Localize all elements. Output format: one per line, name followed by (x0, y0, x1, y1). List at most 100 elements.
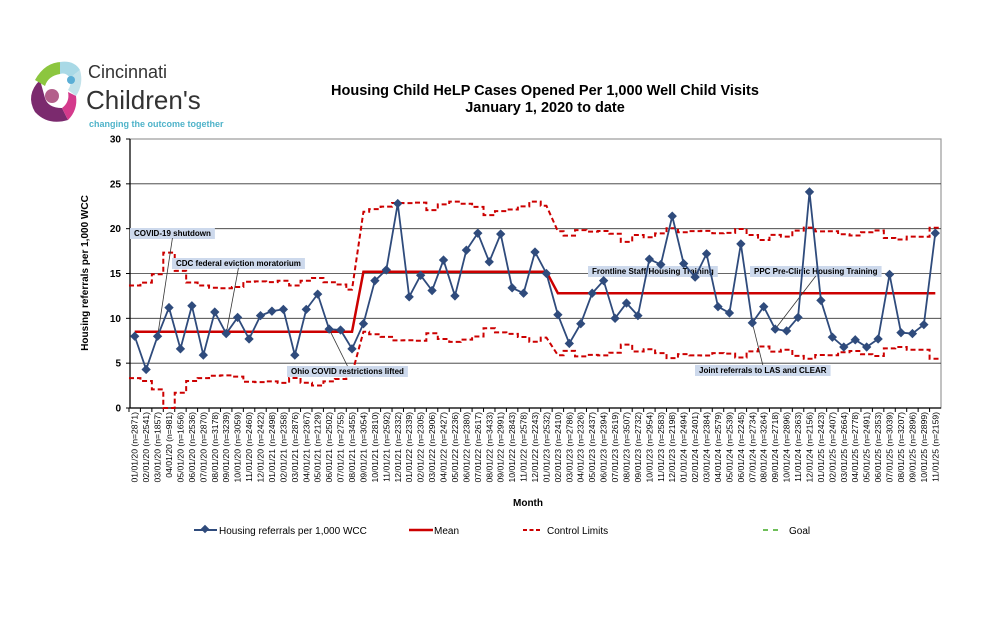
x-tick-label: 08/01/21 (n=3455) (347, 412, 357, 483)
annotation: CDC federal eviction moratorium (172, 258, 305, 334)
x-tick-label: 04/01/20 (n=981) (164, 412, 174, 478)
data-point (919, 319, 929, 330)
data-point (381, 265, 391, 275)
data-point (404, 292, 414, 302)
annotation-box (287, 366, 408, 377)
data-point (541, 268, 552, 279)
x-tick-label: 04/01/25 (n=2778) (850, 412, 860, 483)
annotation-label: CDC federal eviction moratorium (176, 259, 301, 268)
x-tick-label: 02/01/21 (n=2358) (278, 412, 288, 483)
data-point (759, 302, 769, 312)
y-tick-label: 10 (110, 314, 122, 325)
data-point (278, 304, 289, 315)
data-point (496, 229, 506, 239)
logo-line1: Cincinnati (88, 62, 167, 82)
data-point (896, 328, 906, 338)
x-tick-label: 09/01/20 (n=3239) (221, 412, 231, 483)
legend-item-control-limits: Control Limits (523, 526, 608, 537)
x-tick-label: 06/01/21 (n=2502) (324, 412, 334, 483)
data-point (415, 270, 426, 280)
legend-item-series: Housing referrals per 1,000 WCC (194, 524, 367, 537)
logo-tagline: changing the outcome together (89, 119, 224, 129)
x-tick-label: 01/01/21 (n=2498) (267, 412, 277, 483)
x-tick-label: 12/01/22 (n=2243) (530, 412, 540, 483)
chart-title: Housing Child HeLP Cases Opened Per 1,00… (331, 83, 759, 99)
data-point (644, 254, 655, 264)
x-tick-label: 07/01/22 (n=2617) (473, 412, 483, 483)
annotation-box (588, 266, 718, 277)
data-point (518, 288, 529, 298)
mean-path (134, 270, 936, 334)
annotation-label: Joint referrals to LAS and CLEAR (699, 366, 827, 375)
x-tick-label: 10/01/23 (n=2954) (644, 412, 654, 483)
x-tick-label: 06/01/22 (n=2380) (461, 412, 471, 483)
y-tick-label: 0 (115, 404, 121, 415)
annotation: PPC Pre-Clinic Housing Training (750, 266, 882, 330)
x-tick-label: 11/01/24 (n=2363) (793, 412, 803, 482)
data-point (884, 269, 895, 280)
annotation-leader (157, 237, 173, 337)
x-tick-label: 01/01/25 (n=2423) (816, 412, 826, 483)
x-tick-label: 04/01/21 (n=2367) (301, 412, 311, 483)
x-tick-label: 01/01/24 (n=2494) (679, 412, 689, 483)
y-tick-label: 5 (115, 359, 121, 370)
x-tick-label: 07/01/20 (n=2870) (198, 412, 208, 483)
x-tick-label: 01/01/23 (n=2532) (541, 412, 551, 483)
x-tick-label: 04/01/23 (n=2326) (576, 412, 586, 483)
x-tick-label: 11/01/23 (n=2583) (656, 412, 666, 482)
data-point (255, 310, 266, 321)
x-tick-label: 06/01/24 (n=2245) (736, 412, 746, 483)
annotation-leader (225, 267, 239, 334)
legend-item-goal: Goal (763, 526, 810, 537)
data-point (724, 308, 735, 318)
data-point (473, 228, 483, 238)
x-tick-label: 07/01/24 (n=2734) (747, 412, 757, 483)
annotation-label: Ohio COVID restrictions lifted (291, 367, 404, 376)
data-point (141, 364, 151, 375)
data-point (576, 319, 586, 329)
data-point (324, 324, 334, 334)
data-point (347, 344, 357, 354)
x-tick-label: 07/01/21 (n=2755) (336, 412, 346, 483)
x-tick-label: 05/01/24 (n=2539) (724, 412, 734, 483)
x-tick-label: 03/01/20 (n=1857) (153, 412, 163, 483)
x-tick-label: 03/01/23 (n=2786) (564, 412, 574, 483)
data-point (804, 187, 815, 197)
x-tick-label: 05/01/22 (n=2236) (450, 412, 460, 483)
data-point (930, 228, 940, 238)
legend-label-goal: Goal (789, 526, 810, 537)
y-axis-ticks: 0 5 10 15 20 25 30 (110, 135, 941, 415)
control-limits (128, 200, 942, 409)
data-point (164, 302, 174, 313)
x-tick-label: 08/01/24 (n=3264) (759, 412, 769, 483)
annotation-box (130, 228, 215, 239)
annotation-leader (751, 322, 764, 366)
data-point (781, 326, 792, 336)
x-tick-label: 11/01/20 (n=2460) (244, 412, 254, 482)
legend: Housing referrals per 1,000 WCC Mean Con… (194, 524, 810, 537)
y-tick-label: 25 (110, 179, 122, 190)
x-tick-label: 10/01/25 (n=2899) (919, 412, 929, 483)
data-point (221, 328, 231, 339)
x-tick-label: 03/01/22 (n=2906) (427, 412, 437, 483)
x-tick-label: 12/01/23 (n=2198) (667, 412, 677, 483)
annotation: COVID-19 shutdown (130, 228, 215, 337)
data-point (530, 247, 540, 257)
y-tick-label: 15 (110, 269, 122, 280)
data-point (427, 285, 437, 296)
x-tick-label: 08/01/25 (n=3207) (896, 412, 906, 483)
data-point (873, 334, 883, 344)
cincinnati-childrens-logo: Cincinnati Children's changing the outco… (31, 61, 224, 129)
legend-label-mean: Mean (434, 526, 459, 537)
logo-line2: Children's (86, 85, 201, 115)
x-tick-label: 11/01/25 (n=2159) (930, 412, 940, 482)
x-tick-label: 10/01/20 (n=3059) (233, 412, 243, 483)
chart-subtitle: January 1, 2020 to date (465, 100, 625, 116)
data-point (816, 295, 826, 306)
x-tick-label: 05/01/25 (n=2491) (862, 412, 872, 483)
x-axis-ticks: 01/01/20 (n=2871) 02/01/20 (n=2541) 03/01/… (128, 408, 940, 483)
data-point (335, 325, 346, 335)
data-point (393, 198, 403, 209)
annotation-label: Frontline Staff Housing Training (592, 267, 714, 276)
